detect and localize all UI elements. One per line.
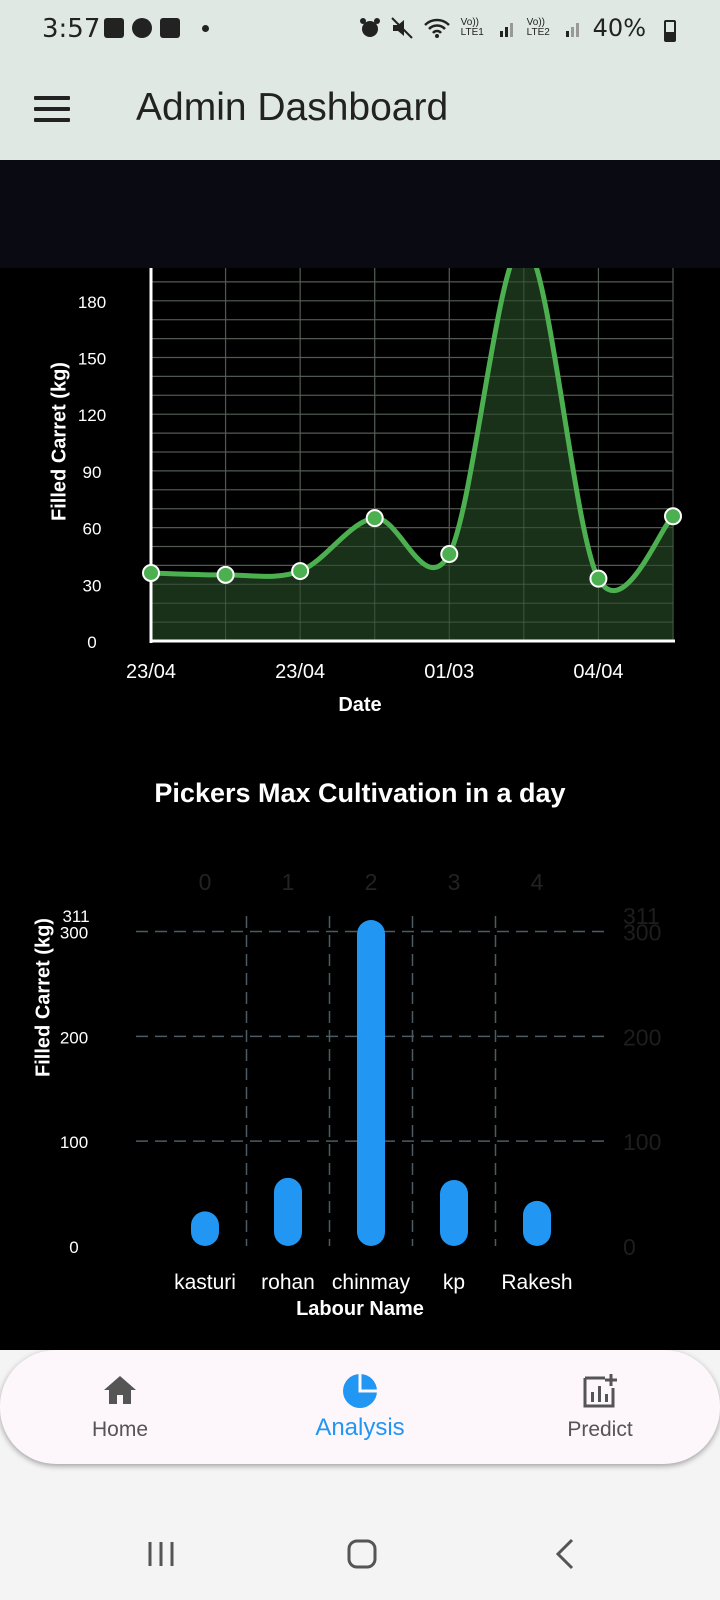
line-chart-xlabel: Date [338,694,382,716]
home-button-icon[interactable] [346,1538,378,1570]
bar-chart-category: kasturi [174,1271,236,1294]
bar-chart-category: kp [443,1271,465,1294]
line-chart-point [664,507,682,526]
system-navigation [0,1508,720,1600]
bar-chart-top-index: 1 [282,869,295,895]
nav-predict[interactable]: Predict [500,1350,700,1464]
line-chart-ytick: 60 [83,520,102,539]
line-chart-point [365,509,384,528]
home-icon [104,1376,136,1404]
bar-chart-ytick: 100 [60,1133,88,1152]
nav-analysis-label: Analysis [315,1414,405,1441]
bar-chart-ytick: 0 [69,1238,78,1257]
bar-chart-xlabel: Labour Name [296,1298,424,1320]
line-chart-point [291,562,310,581]
line-chart-ytick: 180 [78,293,106,312]
alarm-icon [359,18,380,37]
nav-home-label: Home [91,1418,149,1441]
notification-icons [104,18,209,38]
bar-chart-ytick-right: 100 [623,1129,661,1155]
header-band [0,160,720,268]
signal-icon-2 [565,23,579,37]
signal-icon [499,23,513,37]
status-bar: 3:57 Vo)) LTE1 Vo)) LTE2 40% [0,0,720,60]
line-chart-ytick: 120 [78,406,106,425]
battery-icon [664,20,676,42]
menu-icon[interactable] [34,96,70,124]
gallery-icon [104,18,124,38]
bottom-navigation: Home Analysis Predict [0,1350,720,1464]
bar-chart-top-index: 4 [531,869,544,895]
page-title: Admin Dashboard [136,86,449,129]
bar-chart-ytick-right: 300 [623,920,661,946]
line-chart-xtick: 23/04 [275,661,325,683]
line-chart-ytick: 30 [83,576,102,595]
bar-chart-ymax-right: 311 [623,903,660,929]
bar-chart-top-index: 2 [365,869,378,895]
recent-apps-icon[interactable] [146,1538,176,1570]
app-bar: Admin Dashboard [0,60,720,160]
bar-chart-ytick: 200 [60,1028,88,1047]
battery-percent: 40% [592,14,646,42]
bar-chart-bar [274,1177,302,1246]
system-icons: Vo)) LTE1 Vo)) LTE2 40% [359,14,664,42]
line-chart-point [589,569,608,588]
bar-chart-category: Rakesh [501,1271,572,1294]
dot-icon [202,24,209,32]
bar-chart-ytick-right: 0 [623,1234,636,1260]
bar-chart-ytick-right: 200 [623,1024,661,1050]
line-chart-ytick: 150 [78,350,106,369]
filled-carret-line-chart: 0 30 60 90 120 150 180 23/04 23/04 01/03 04/04 [78,268,682,683]
bar-chart-bar [357,920,385,1246]
bar-chart-top-index: 3 [448,869,461,895]
checkbox-icon [160,18,180,38]
wifi-icon [423,18,450,38]
line-chart-area [151,268,673,641]
line-chart-ytick: 90 [83,463,102,482]
line-chart-ylabel: Filled Carret (kg) [48,362,71,521]
line-chart-point [216,565,235,584]
sim1-label: Vo)) LTE1 [460,17,484,38]
bar-chart-ylabel: Filled Carret (kg) [32,918,55,1077]
pie-chart-icon [343,1374,377,1408]
bar-chart-category: chinmay [332,1271,411,1294]
status-time: 3:57 [42,14,101,44]
line-chart-point [142,563,160,582]
analysis-content[interactable]: 0 30 60 90 120 150 180 23/04 23/04 01/03 04/04 Fil… [0,268,720,1350]
nav-home[interactable]: Home [20,1350,220,1464]
bar-chart-title: Pickers Max Cultivation in a day [154,778,566,808]
bar-chart-ymax: 311 [62,907,89,926]
line-chart-xtick: 04/04 [573,661,623,683]
line-chart-ytick: 0 [87,633,96,652]
nav-predict-label: Predict [567,1418,633,1441]
bar-chart-bar [523,1200,551,1246]
nav-analysis[interactable]: Analysis [260,1350,460,1464]
bar-chart-top-index: 0 [199,869,212,895]
bar-chart-bar [440,1179,468,1246]
line-chart-series [151,268,675,593]
line-chart-xtick: 01/03 [424,661,474,683]
bar-chart-bar [191,1211,219,1246]
fan-icon [132,18,152,38]
sim2-label: Vo)) LTE2 [526,17,550,38]
mute-icon [390,17,413,39]
line-chart-xtick: 23/04 [126,661,176,683]
back-icon[interactable] [552,1538,576,1570]
bar-chart-ytick: 300 [60,924,88,943]
line-chart-point [440,545,459,564]
bar-chart-category: rohan [261,1271,315,1294]
predict-chart-icon [583,1374,617,1408]
